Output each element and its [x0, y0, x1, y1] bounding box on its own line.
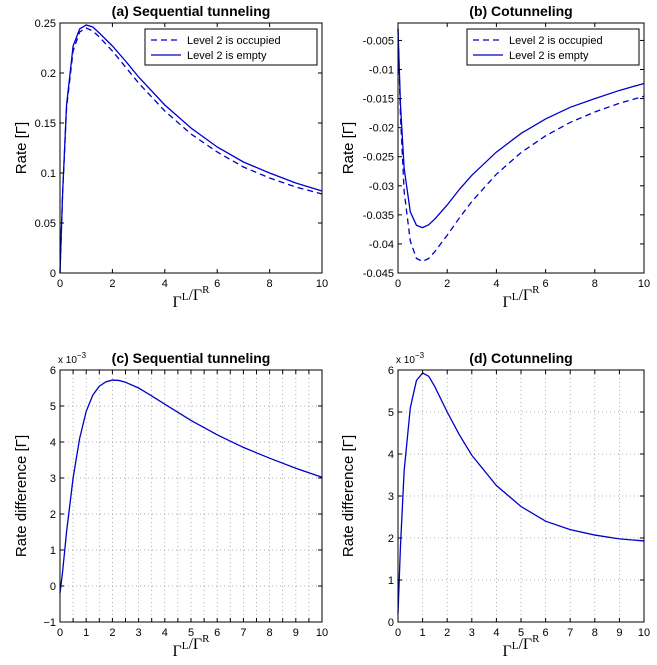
y-axis-label: Rate difference [Γ]: [13, 435, 30, 557]
y-tick-label: -0.015: [363, 94, 394, 106]
x-tick-label: 6: [543, 278, 549, 290]
x-tick-label: 1: [83, 627, 89, 639]
x-tick-label: 3: [469, 627, 475, 639]
y-tick-label: -0.03: [369, 181, 394, 193]
legend-label: Level 2 is empty: [187, 50, 267, 62]
y-tick-label: 2: [388, 533, 394, 545]
y-tick-label: 6: [388, 365, 394, 377]
axes-frame: [59, 22, 323, 274]
x-tick-label: 10: [316, 627, 328, 639]
x-tick-label: 6: [214, 627, 220, 639]
y-tick-label: -0.035: [363, 210, 394, 222]
x-tick-label: 10: [638, 278, 650, 290]
x-tick-label: 8: [267, 627, 273, 639]
series-line-empty: [59, 379, 323, 594]
x-tick-label: 0: [57, 627, 63, 639]
y-tick-label: 4: [388, 449, 394, 461]
y-tick-label: 0: [50, 268, 56, 280]
axes-frame: [397, 22, 645, 274]
x-tick-label: 0: [395, 278, 401, 290]
x-tick-label: 3: [136, 627, 142, 639]
x-tick-label: 7: [240, 627, 246, 639]
x-tick-label: 6: [214, 278, 220, 290]
x-tick-label: 0: [395, 627, 401, 639]
x-tick-label: 5: [188, 627, 194, 639]
x-tick-label: 4: [162, 627, 168, 639]
y-tick-label: 5: [50, 401, 56, 413]
y-axis-label: Rate [Γ]: [340, 122, 357, 174]
x-tick-label: 1: [420, 627, 426, 639]
x-tick-label: 6: [543, 627, 549, 639]
axes-frame: [59, 369, 323, 623]
series-line-occupied: [397, 28, 645, 263]
y-tick-label: -0.005: [363, 35, 394, 47]
legend-label: Level 2 is occupied: [187, 35, 281, 47]
legend: Level 2 is occupied Level 2 is empty: [466, 28, 640, 66]
y-exponent-label: x 10−3: [58, 351, 87, 366]
x-tick-label: 4: [162, 278, 168, 290]
legend-box: [466, 28, 640, 66]
x-axis-label: ΓL/ΓR: [502, 633, 540, 660]
panel-b: 0 2 4 6 8 10 -0.045 -0.04 -0.035 -0.03 -0.025 -0.02…: [340, 3, 650, 311]
x-tick-label: 9: [293, 627, 299, 639]
y-tick-label: −1: [43, 617, 56, 629]
y-axis-label: Rate difference [Γ]: [340, 435, 357, 557]
panel-a: 0 2 4 6 8 10 0 0.05 0.1 0.15 0.2 0.25 (a) Sequential…: [13, 3, 328, 311]
panel-title: (c) Sequential tunneling: [112, 350, 271, 366]
legend: Level 2 is occupied Level 2 is empty: [144, 28, 318, 66]
x-tick-label: 2: [444, 627, 450, 639]
panel-title: (a) Sequential tunneling: [112, 3, 271, 19]
x-tick-label: 8: [592, 278, 598, 290]
series-line-empty: [397, 372, 645, 614]
y-tick-label: 6: [50, 365, 56, 377]
x-tick-label: 0: [57, 278, 63, 290]
series-line-empty: [397, 28, 645, 229]
y-tick-label: -0.02: [369, 123, 394, 135]
y-tick-label: 4: [50, 437, 56, 449]
y-tick-label: -0.01: [369, 65, 394, 77]
x-tick-label: 10: [638, 627, 650, 639]
x-axis-label: ΓL/ΓR: [172, 284, 210, 311]
legend-box: [144, 28, 318, 66]
y-exponent-label: x 10−3: [396, 351, 425, 366]
y-tick-label: 0.15: [35, 118, 56, 130]
y-tick-label: 0.1: [41, 168, 56, 180]
panel-title: (d) Cotunneling: [469, 350, 572, 366]
y-tick-label: 0.2: [41, 68, 56, 80]
y-tick-label: 2: [50, 509, 56, 521]
y-tick-label: 0: [50, 581, 56, 593]
x-tick-label: 4: [493, 627, 499, 639]
panel-title: (b) Cotunneling: [469, 3, 572, 19]
y-tick-label: -0.025: [363, 152, 394, 164]
x-tick-label: 2: [109, 627, 115, 639]
x-tick-label: 2: [109, 278, 115, 290]
y-tick-label: -0.04: [369, 239, 394, 251]
x-tick-label: 10: [316, 278, 328, 290]
y-tick-label: 3: [388, 491, 394, 503]
legend-label: Level 2 is empty: [509, 50, 589, 62]
x-tick-label: 4: [493, 278, 499, 290]
y-tick-label: -0.045: [363, 268, 394, 280]
y-axis-label: Rate [Γ]: [13, 122, 30, 174]
x-tick-label: 9: [616, 627, 622, 639]
y-tick-label: 0.25: [35, 18, 56, 30]
y-tick-label: 0.05: [35, 218, 56, 230]
x-tick-label: 5: [518, 627, 524, 639]
y-tick-label: 1: [50, 545, 56, 557]
series-line-empty: [59, 24, 323, 274]
x-tick-label: 7: [567, 627, 573, 639]
y-tick-label: 0: [388, 617, 394, 629]
y-tick-label: 3: [50, 473, 56, 485]
y-tick-label: 1: [388, 575, 394, 587]
x-axis-label: ΓL/ΓR: [502, 284, 540, 311]
x-axis-label: ΓL/ΓR: [172, 633, 210, 660]
y-tick-label: 5: [388, 407, 394, 419]
x-tick-label: 8: [267, 278, 273, 290]
x-tick-label: 8: [592, 627, 598, 639]
legend-label: Level 2 is occupied: [509, 35, 603, 47]
x-tick-label: 2: [444, 278, 450, 290]
